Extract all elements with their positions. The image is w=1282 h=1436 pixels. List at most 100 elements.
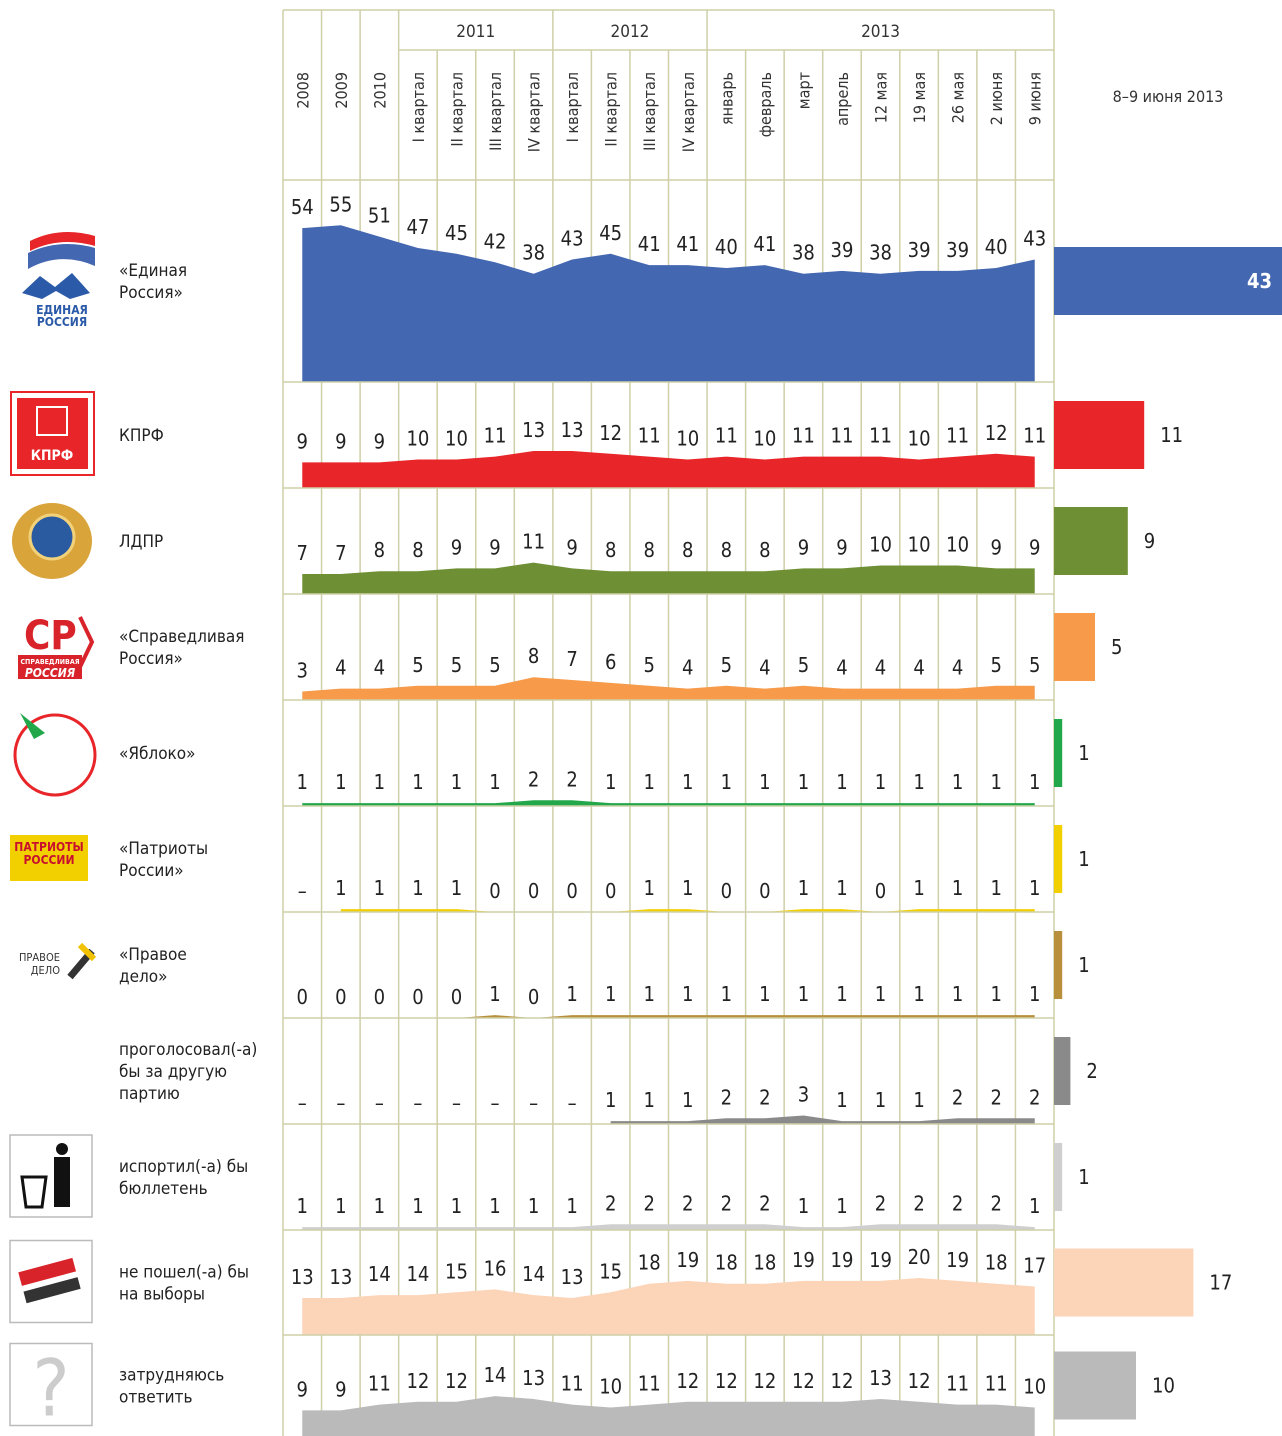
category-label: 19 мая xyxy=(910,72,929,123)
value-label: 4 xyxy=(335,656,346,680)
series-name: Россия» xyxy=(119,649,183,669)
bar-label: 1 xyxy=(1078,1165,1089,1189)
value-label: 12 xyxy=(985,421,1008,445)
value-label: 1 xyxy=(412,770,423,794)
value-label: 14 xyxy=(484,1363,507,1387)
value-label: 17 xyxy=(1023,1254,1046,1278)
value-label: 4 xyxy=(836,656,847,680)
bar-label: 5 xyxy=(1111,635,1122,659)
value-label: – xyxy=(452,1091,461,1115)
category-label: II квартал xyxy=(602,72,621,147)
value-label: 12 xyxy=(792,1369,815,1393)
value-label: 2 xyxy=(605,1191,616,1215)
logo-text: КПРФ xyxy=(31,448,74,464)
logo xyxy=(12,503,92,579)
value-label: 10 xyxy=(1023,1375,1046,1399)
value-label: 1 xyxy=(451,770,462,794)
value-label: 1 xyxy=(836,770,847,794)
value-label: 18 xyxy=(753,1251,776,1275)
area xyxy=(302,800,1035,806)
value-label: 2 xyxy=(759,1085,770,1109)
value-label: 8 xyxy=(643,538,654,562)
value-label: 1 xyxy=(798,770,809,794)
logo-text: ЕДИНАЯ xyxy=(36,303,88,317)
value-label: 54 xyxy=(291,195,314,219)
value-label: 51 xyxy=(368,204,391,228)
bar xyxy=(1054,1248,1194,1317)
value-label: 7 xyxy=(566,647,577,671)
bar-label: 2 xyxy=(1086,1059,1097,1083)
value-label: – xyxy=(529,1091,538,1115)
value-label: 18 xyxy=(715,1251,738,1275)
value-label: 9 xyxy=(489,535,500,559)
category-label: февраль xyxy=(756,72,775,137)
value-label: 1 xyxy=(682,876,693,900)
bar xyxy=(1054,825,1063,893)
value-label: 12 xyxy=(753,1369,776,1393)
value-label: – xyxy=(375,1091,384,1115)
value-label: 1 xyxy=(952,770,963,794)
series-name: на выборы xyxy=(119,1285,205,1305)
value-label: 1 xyxy=(297,1194,308,1218)
category-label: январь xyxy=(717,72,736,125)
value-label: – xyxy=(413,1091,422,1115)
value-label: 1 xyxy=(682,770,693,794)
value-label: 10 xyxy=(676,427,699,451)
logo-item xyxy=(23,1277,81,1304)
value-label: 39 xyxy=(908,238,931,262)
value-label: 41 xyxy=(638,232,661,256)
value-label: 0 xyxy=(528,879,539,903)
value-label: 7 xyxy=(335,541,346,565)
value-label: 9 xyxy=(335,429,346,453)
logo-bin xyxy=(20,1175,48,1209)
value-label: 5 xyxy=(451,653,462,677)
logo xyxy=(13,713,97,797)
value-label: 1 xyxy=(412,876,423,900)
value-label: 1 xyxy=(798,1194,809,1218)
bar-label: 1 xyxy=(1078,847,1089,871)
category-label: 26 мая xyxy=(949,72,968,123)
bar-label: 10 xyxy=(1152,1374,1175,1398)
value-label: 8 xyxy=(682,538,693,562)
category-label: 2010 xyxy=(370,72,389,109)
area xyxy=(302,1278,1035,1335)
value-label: 1 xyxy=(990,876,1001,900)
value-label: 1 xyxy=(605,982,616,1006)
value-label: 0 xyxy=(297,985,308,1009)
value-label: 43 xyxy=(561,226,584,250)
value-label: 1 xyxy=(335,876,346,900)
bar-label: 9 xyxy=(1144,529,1155,553)
bar xyxy=(1054,931,1063,999)
snapshot-title: 8–9 июня 2013 xyxy=(1113,87,1224,106)
value-label: 10 xyxy=(946,533,969,557)
value-label: 10 xyxy=(599,1375,622,1399)
value-label: – xyxy=(298,1091,307,1115)
value-label: 1 xyxy=(952,982,963,1006)
value-label: 1 xyxy=(489,982,500,1006)
series-name: «Патриоты xyxy=(119,839,208,859)
category-label: 2009 xyxy=(332,72,351,109)
value-label: 40 xyxy=(985,235,1008,259)
value-label: – xyxy=(491,1091,500,1115)
value-label: 0 xyxy=(374,985,385,1009)
category-label: III квартал xyxy=(640,72,659,151)
value-label: 1 xyxy=(836,1194,847,1218)
value-label: 10 xyxy=(445,427,468,451)
value-label: 1 xyxy=(374,876,385,900)
value-label: 13 xyxy=(522,418,545,442)
value-label: 55 xyxy=(329,192,352,216)
logo: КПРФ xyxy=(10,391,95,476)
value-label: 18 xyxy=(985,1251,1008,1275)
value-label: 2 xyxy=(759,1191,770,1215)
value-label: 19 xyxy=(792,1248,815,1272)
value-label: 1 xyxy=(1029,876,1040,900)
series-name: партию xyxy=(119,1084,180,1104)
value-label: 4 xyxy=(913,656,924,680)
logo-text: ДЕЛО xyxy=(31,964,60,977)
value-label: 1 xyxy=(759,982,770,1006)
value-label: 5 xyxy=(643,653,654,677)
value-label: 8 xyxy=(412,538,423,562)
bar-label: 1 xyxy=(1078,953,1089,977)
value-label: 4 xyxy=(682,656,693,680)
bar xyxy=(1054,247,1282,315)
